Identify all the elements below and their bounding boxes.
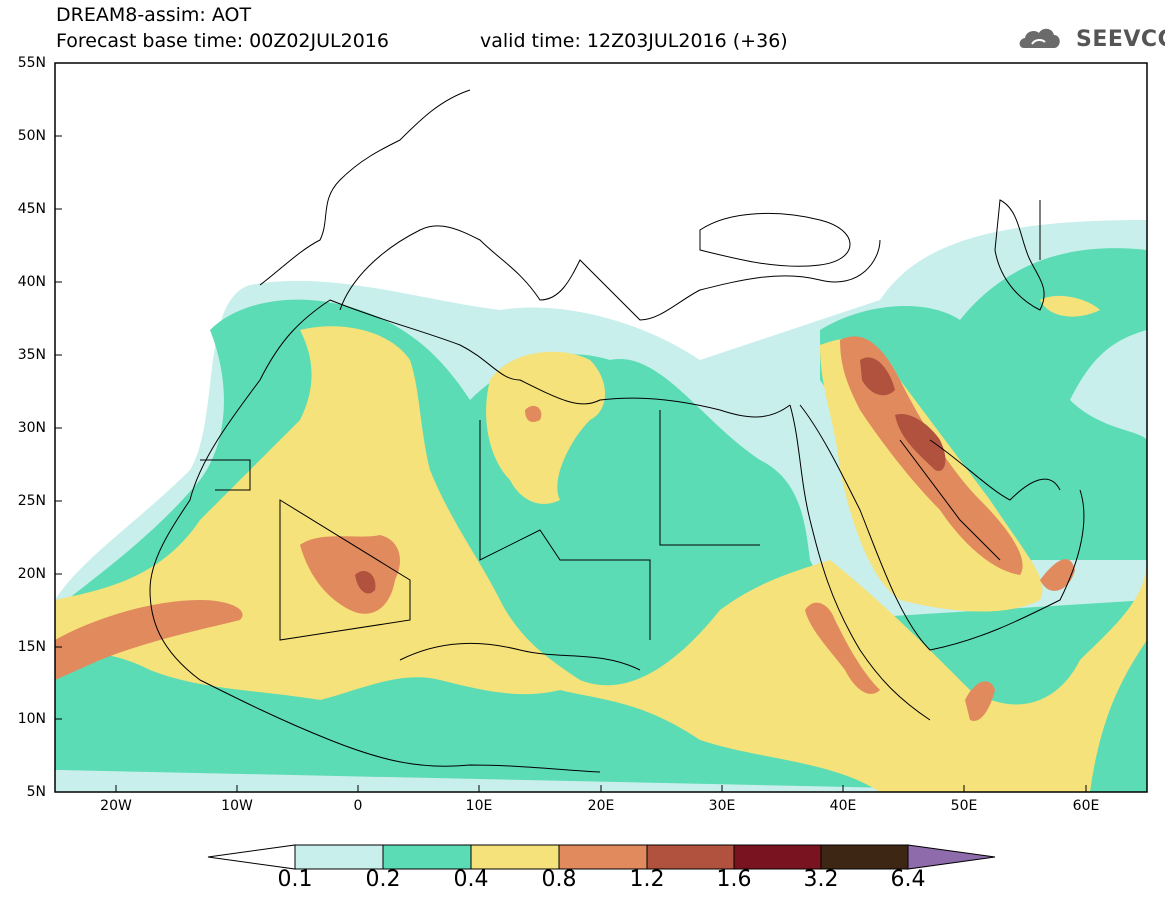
coastlines xyxy=(149,89,1085,773)
colorbar-label: 0.4 xyxy=(453,867,489,892)
lat-label: 50N xyxy=(17,128,46,144)
lat-label: 45N xyxy=(17,201,46,217)
aot-level-1-2 xyxy=(355,357,946,594)
colorbar-label: 1.2 xyxy=(629,867,665,892)
lon-label: 20E xyxy=(587,798,615,814)
lon-label: 50E xyxy=(950,798,978,814)
valid-time: valid time: 12Z03JUL2016 (+36) xyxy=(480,30,788,52)
map-title: DREAM8-assim: AOT xyxy=(56,4,252,26)
lat-label: 40N xyxy=(17,274,46,290)
lat-label: 5N xyxy=(26,784,46,800)
lon-label: 10W xyxy=(221,798,253,814)
cloud-logo-icon xyxy=(1019,28,1060,48)
colorbar-label: 0.2 xyxy=(365,867,401,892)
lat-label: 25N xyxy=(17,493,46,509)
colorbar-label: 1.6 xyxy=(716,867,752,892)
logo-text: SEEVCCC xyxy=(1076,27,1165,52)
colorbar-label: 6.4 xyxy=(890,867,926,892)
lon-label: 40E xyxy=(829,798,857,814)
lat-label: 55N xyxy=(17,55,46,71)
lat-label: 15N xyxy=(17,639,46,655)
lat-label: 30N xyxy=(17,420,46,436)
colorbar-label: 3.2 xyxy=(803,867,839,892)
axis-ticks xyxy=(55,62,1087,792)
lon-label: 10E xyxy=(465,798,493,814)
lat-label: 20N xyxy=(17,566,46,582)
lon-label: 30E xyxy=(708,798,736,814)
lon-label: 60E xyxy=(1072,798,1100,814)
lat-label: 10N xyxy=(17,711,46,727)
lon-label: 0 xyxy=(353,798,363,814)
colorbar-label: 0.8 xyxy=(541,867,577,892)
lat-label: 35N xyxy=(17,347,46,363)
colorbar-label: 0.1 xyxy=(277,867,313,892)
colorbar xyxy=(207,844,996,870)
forecast-base-time: Forecast base time: 00Z02JUL2016 xyxy=(56,30,389,52)
lon-label: 20W xyxy=(100,798,132,814)
